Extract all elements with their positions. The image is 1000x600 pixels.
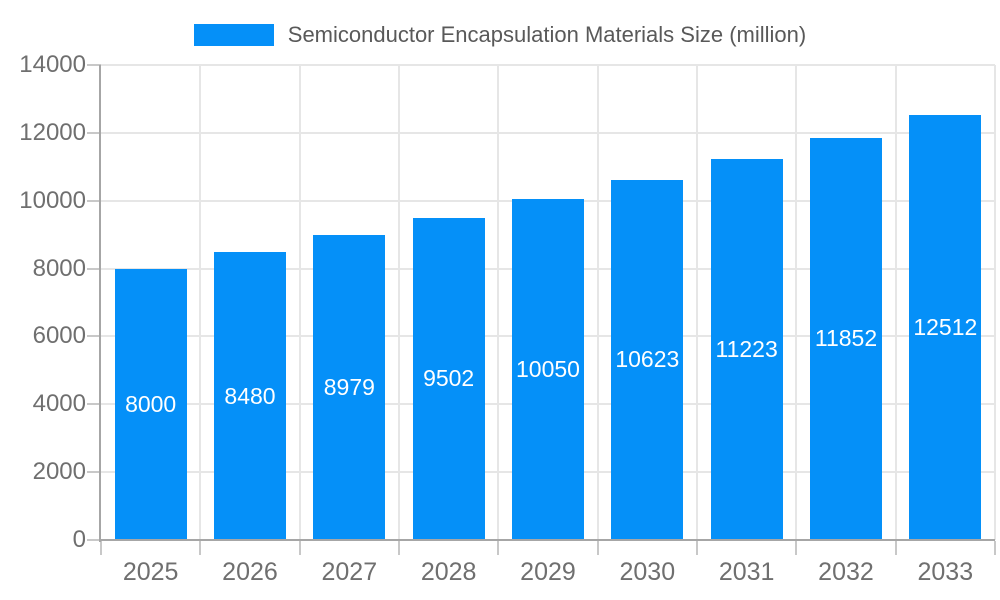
x-axis-tick	[398, 541, 400, 555]
x-tick-label: 2031	[718, 558, 775, 586]
y-axis-tick	[87, 131, 101, 134]
bar[interactable]: 8000	[114, 268, 187, 540]
bar[interactable]: 8979	[313, 235, 386, 540]
gridline-v	[795, 65, 798, 540]
y-tick-label: 6000	[32, 322, 86, 350]
gridline-v	[994, 65, 996, 540]
y-axis-tick	[87, 403, 101, 406]
x-axis-tick	[994, 541, 996, 555]
bar-value-label: 10623	[615, 346, 680, 373]
bar[interactable]: 12512	[909, 115, 982, 540]
bar-value-label: 10050	[516, 356, 580, 382]
x-tick-label: 2026	[222, 558, 278, 586]
x-tick-label: 2030	[619, 558, 676, 586]
y-tick-label: 0	[72, 526, 86, 553]
y-tick-label: 12000	[19, 118, 86, 146]
gridline-v	[298, 65, 301, 540]
gridline-v	[894, 65, 897, 540]
y-tick-label: 14000	[19, 51, 86, 78]
y-tick-label: 2000	[32, 458, 86, 486]
legend-label: Semiconductor Encapsulation Materials Si…	[287, 22, 807, 47]
gridline-v	[497, 65, 500, 540]
x-tick-label: 2028	[420, 558, 477, 586]
y-axis-tick	[87, 267, 101, 270]
bar-value-label: 11223	[715, 336, 778, 363]
y-axis-line	[99, 65, 101, 542]
y-axis-tick	[87, 335, 101, 338]
bar[interactable]: 11223	[710, 159, 783, 540]
bar[interactable]: 9502	[412, 217, 485, 540]
gridline-v	[398, 65, 400, 540]
y-axis-tick	[87, 539, 101, 541]
x-axis-line	[99, 539, 995, 541]
x-axis-tick	[298, 541, 301, 555]
x-axis-tick	[100, 541, 102, 555]
bar[interactable]: 10050	[512, 199, 584, 540]
y-tick-label: 4000	[32, 390, 86, 418]
bar-value-label: 12512	[913, 314, 978, 341]
bar-value-label: 8000	[125, 390, 177, 417]
bar[interactable]: 11852	[810, 137, 882, 540]
bar-value-label: 11852	[814, 325, 878, 352]
x-axis-tick	[199, 541, 202, 555]
bar-value-label: 8480	[224, 382, 276, 409]
x-axis-tick	[795, 541, 798, 555]
gridline-h	[101, 131, 995, 134]
y-tick-label: 8000	[32, 254, 86, 282]
gridline-v	[199, 65, 202, 540]
y-axis-tick	[87, 199, 101, 202]
x-tick-label: 2025	[122, 558, 179, 586]
bar[interactable]: 10623	[611, 179, 684, 540]
x-axis-tick	[497, 541, 500, 555]
gridline-h	[101, 64, 995, 66]
y-axis-tick	[87, 471, 101, 474]
legend-swatch	[193, 24, 274, 46]
x-axis-tick	[894, 541, 897, 555]
x-tick-label: 2027	[321, 558, 378, 586]
y-tick-label: 10000	[19, 186, 86, 214]
x-tick-label: 2029	[520, 558, 576, 586]
bar-value-label: 8979	[323, 374, 375, 401]
x-axis-tick	[596, 541, 599, 555]
x-axis-tick	[696, 541, 698, 555]
x-tick-label: 2032	[818, 558, 874, 586]
bar-value-label: 9502	[423, 365, 475, 392]
gridline-v	[696, 65, 698, 540]
bar[interactable]: 8480	[214, 252, 286, 540]
y-axis-tick	[87, 64, 101, 66]
gridline-v	[596, 65, 599, 540]
x-tick-label: 2033	[917, 558, 974, 586]
legend[interactable]: Semiconductor Encapsulation Materials Si…	[0, 22, 1000, 48]
